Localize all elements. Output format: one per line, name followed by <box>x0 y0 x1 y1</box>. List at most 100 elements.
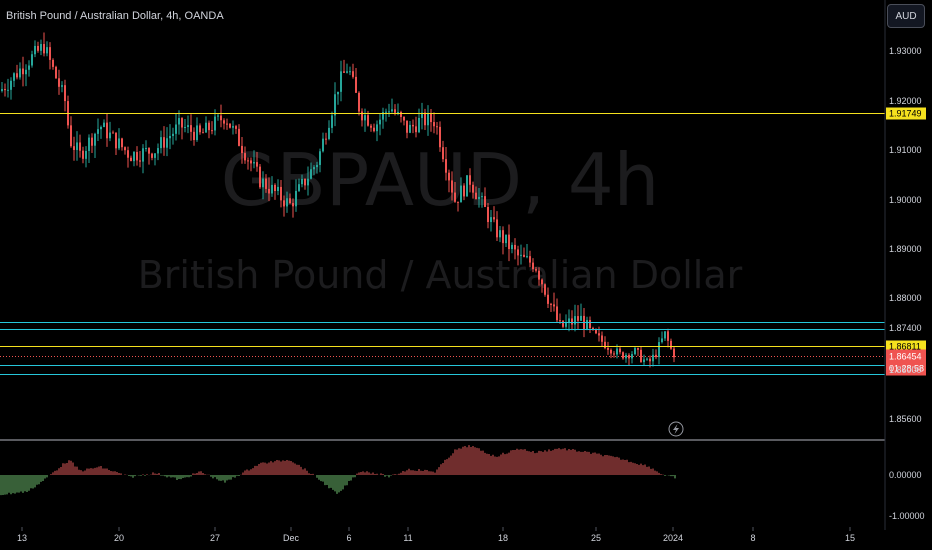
candle-body <box>607 347 609 350</box>
candle-body <box>151 153 153 158</box>
candle-body <box>388 111 390 113</box>
currency-unit-button[interactable]: AUD <box>887 4 925 28</box>
x-tick-label: Dec <box>283 533 300 543</box>
candle-body <box>535 269 537 271</box>
candle-body <box>316 164 318 168</box>
candle-body <box>601 335 603 342</box>
y-tick-label: 1.89000 <box>889 244 922 254</box>
candle-body <box>610 349 612 354</box>
last-price-label: 1.86454 <box>889 352 922 362</box>
candle-body <box>349 71 351 73</box>
candle-body <box>367 115 369 126</box>
candle-body <box>631 354 633 359</box>
candle-body <box>142 148 144 162</box>
candle-body <box>502 230 504 244</box>
candle-body <box>283 200 285 207</box>
candle-body <box>517 249 519 256</box>
candle-body <box>214 116 216 131</box>
candle-body <box>670 340 672 349</box>
candle-body <box>127 150 129 158</box>
candle-body <box>247 160 249 162</box>
y-tick-label: 1.88000 <box>889 293 922 303</box>
candle-body <box>448 172 450 181</box>
candle-body <box>325 138 327 140</box>
candle-body <box>394 109 396 113</box>
candle-body <box>460 185 462 203</box>
candle-body <box>586 320 588 330</box>
candle-body <box>580 315 582 321</box>
x-tick-label: 13 <box>17 533 27 543</box>
candle-body <box>94 133 96 146</box>
candle-body <box>148 148 150 154</box>
candle-body <box>364 115 366 121</box>
candle-body <box>418 117 420 133</box>
candle-body <box>190 125 192 132</box>
candle-body <box>355 76 357 93</box>
candle-body <box>139 160 141 162</box>
axes: 1.93000 1.92000 1.91000 1.90000 1.89000 1.880… <box>0 0 925 543</box>
candle-body <box>436 126 438 128</box>
candle-body <box>544 284 546 295</box>
candle-body <box>373 127 375 132</box>
candle-body <box>211 130 213 132</box>
y-tick-label: 1.92000 <box>889 96 922 106</box>
candle-body <box>637 348 639 350</box>
candle-body <box>199 125 201 133</box>
candle-body <box>70 125 72 147</box>
candle-body <box>361 111 363 121</box>
replay-button[interactable] <box>668 421 684 437</box>
candle-body <box>409 124 411 133</box>
candle-body <box>451 180 453 193</box>
candle-body <box>505 234 507 244</box>
candle-body <box>382 112 384 120</box>
lightning-icon <box>673 424 679 434</box>
level-price-label: 1.86811 <box>889 342 921 352</box>
candle-body <box>136 152 138 161</box>
candle-body <box>31 54 33 66</box>
candle-body <box>274 184 276 192</box>
candle-body <box>589 320 591 328</box>
candle-body <box>175 124 177 134</box>
candle-body <box>421 112 423 118</box>
candle-body <box>469 175 471 185</box>
candle-body <box>229 123 231 128</box>
candle-body <box>241 145 243 154</box>
candle-body <box>13 73 15 81</box>
candle-body <box>433 122 435 127</box>
candle-body <box>427 113 429 126</box>
candle-body <box>604 341 606 348</box>
candlestick-series <box>1 32 675 368</box>
candle-body <box>424 112 426 126</box>
candle-body <box>166 138 168 148</box>
candle-body <box>121 138 123 148</box>
candle-body <box>43 44 45 54</box>
candle-body <box>280 186 282 201</box>
candle-body <box>532 262 534 270</box>
candle-body <box>664 331 666 339</box>
candle-body <box>1 89 3 91</box>
candle-body <box>49 47 51 60</box>
y-tick-label: 1.87400 <box>889 323 922 333</box>
candle-body <box>313 167 315 170</box>
x-tick-label: 15 <box>845 533 855 543</box>
candle-body <box>304 178 306 186</box>
level-price-tag <box>886 107 926 120</box>
bar-countdown-label: 01:28:58 <box>889 364 924 374</box>
x-tick-label: 11 <box>403 533 412 543</box>
candle-body <box>25 69 27 75</box>
candle-body <box>526 256 528 258</box>
x-tick-label: 2024 <box>663 533 683 543</box>
candle-body <box>226 123 228 125</box>
candle-body <box>499 230 501 238</box>
candle-body <box>523 254 525 257</box>
candle-body <box>478 196 480 200</box>
candle-body <box>286 198 288 207</box>
x-tick-label: 18 <box>498 533 508 543</box>
candle-body <box>628 354 630 359</box>
candle-body <box>622 352 624 359</box>
candle-body <box>88 137 90 151</box>
candle-body <box>430 113 432 123</box>
y-tick-label: 1.93000 <box>889 46 922 56</box>
